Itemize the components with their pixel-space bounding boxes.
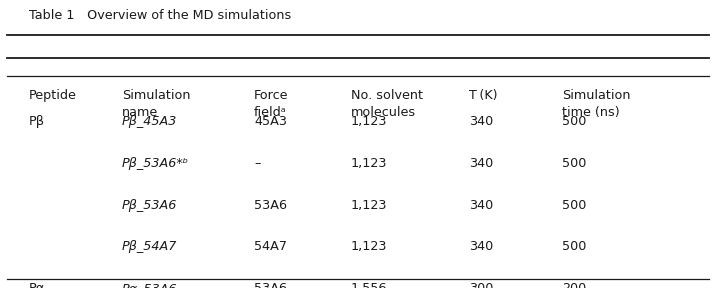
Text: 500: 500 (562, 115, 586, 128)
Text: 53A6: 53A6 (254, 282, 287, 288)
Text: Table 1 Overview of the MD simulations: Table 1 Overview of the MD simulations (29, 9, 291, 22)
Text: Pβ_45A3: Pβ_45A3 (122, 115, 177, 128)
Text: 1,123: 1,123 (351, 115, 387, 128)
Text: Peptide: Peptide (29, 89, 77, 102)
Text: 340: 340 (469, 157, 493, 170)
Text: 1,123: 1,123 (351, 240, 387, 253)
Text: Force
fieldᵃ: Force fieldᵃ (254, 89, 289, 119)
Text: 500: 500 (562, 240, 586, 253)
Text: 1,556: 1,556 (351, 282, 387, 288)
Text: Pβ_53A6*ᵇ: Pβ_53A6*ᵇ (122, 157, 189, 170)
Text: 1,123: 1,123 (351, 157, 387, 170)
Text: 200: 200 (562, 282, 586, 288)
Text: –: – (254, 157, 261, 170)
Text: T (K): T (K) (469, 89, 498, 102)
Text: Simulation
time (ns): Simulation time (ns) (562, 89, 631, 119)
Text: Pα: Pα (29, 282, 45, 288)
Text: 500: 500 (562, 157, 586, 170)
Text: 300: 300 (469, 282, 493, 288)
Text: 340: 340 (469, 240, 493, 253)
Text: No. solvent
molecules: No. solvent molecules (351, 89, 423, 119)
Text: 53A6: 53A6 (254, 199, 287, 212)
Text: 500: 500 (562, 199, 586, 212)
Text: Pβ_54A7: Pβ_54A7 (122, 240, 177, 253)
Text: 45A3: 45A3 (254, 115, 287, 128)
Text: 340: 340 (469, 115, 493, 128)
Text: Pα_53A6: Pα_53A6 (122, 282, 178, 288)
Text: Pβ: Pβ (29, 115, 44, 128)
Text: Pβ_53A6: Pβ_53A6 (122, 199, 177, 212)
Text: 1,123: 1,123 (351, 199, 387, 212)
Text: Simulation
name: Simulation name (122, 89, 190, 119)
Text: 340: 340 (469, 199, 493, 212)
Text: 54A7: 54A7 (254, 240, 287, 253)
